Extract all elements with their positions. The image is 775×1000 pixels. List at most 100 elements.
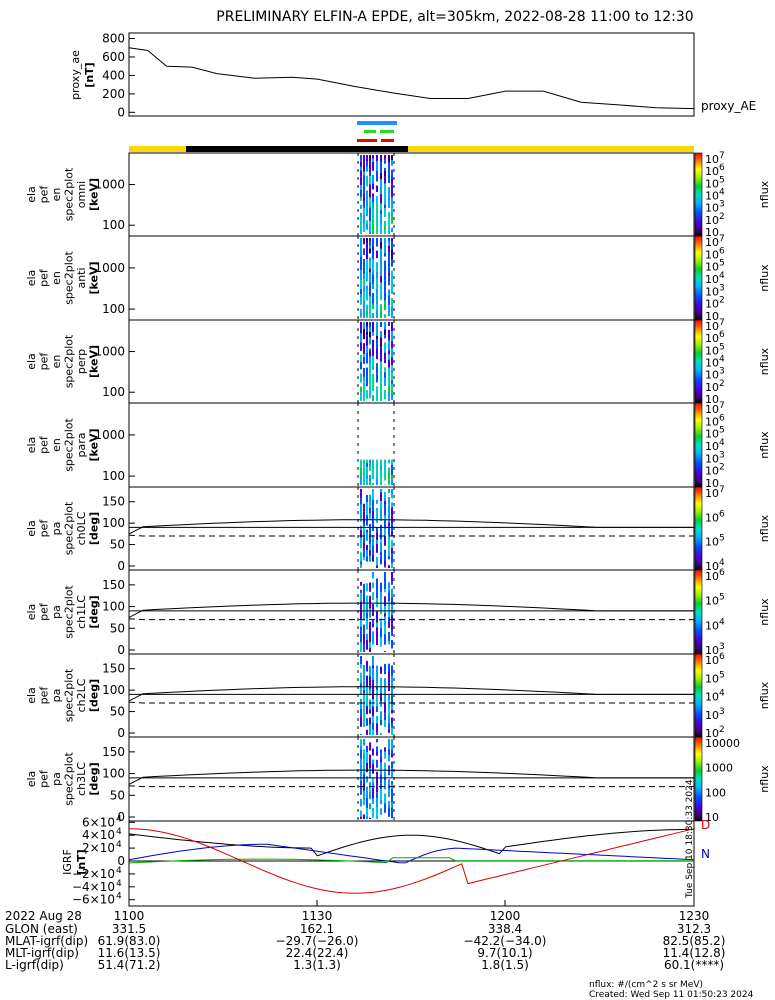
- bar-green-2: [380, 130, 394, 133]
- x-tick-label: 1100: [114, 909, 145, 923]
- spectrogram-cell: [384, 314, 386, 318]
- spectrogram-cell: [380, 290, 382, 301]
- axis-row-value: 1.3(1.3): [293, 958, 341, 972]
- spectrogram-cell: [369, 296, 371, 302]
- spectrogram-cell: [363, 285, 365, 293]
- colorbar-tick-label: 10: [705, 487, 719, 500]
- spectrogram-cell: [391, 675, 393, 687]
- spectrogram-cell: [360, 592, 362, 602]
- spectrogram-cell: [384, 720, 386, 727]
- spectrogram-cell: [369, 309, 371, 317]
- spectrogram-cell: [391, 615, 393, 621]
- spectrogram-cell: [391, 337, 393, 342]
- spectrogram-cell: [360, 354, 362, 362]
- anti-loss-cone-line: [128, 785, 694, 788]
- spectrogram-cell: [363, 302, 365, 311]
- proxy-ae-tick-label: 400: [102, 68, 125, 82]
- panel-tick-label: 1000: [94, 261, 125, 275]
- spectrogram-cell: [384, 260, 386, 272]
- spectrogram-cell: [384, 497, 386, 502]
- spectrogram-cell: [369, 768, 371, 779]
- colorbar-tick-exponent: 7: [719, 485, 725, 495]
- spectrogram-cell: [376, 262, 378, 272]
- spectrogram-cell: [384, 747, 386, 752]
- panel-frame: [128, 152, 695, 237]
- axis-row-value: 331.5: [112, 922, 146, 936]
- spectrogram-cell: [384, 183, 386, 194]
- spectrogram-cell: [391, 297, 393, 307]
- spectrogram-cell: [376, 751, 378, 756]
- spectrogram-cell: [380, 381, 382, 392]
- panel-yticks: 150 100 50 0: [102, 662, 135, 740]
- spectrogram-cell: [372, 668, 374, 680]
- spectrogram-cell: [376, 785, 378, 793]
- colorbar-tick-label: 10: [705, 248, 719, 261]
- spectrogram-cell: [376, 715, 378, 724]
- panel-ylabel-line: pef: [38, 519, 51, 538]
- spectrogram-cell: [363, 214, 365, 225]
- spectrogram-cell: [388, 695, 390, 700]
- spectrogram-cell: [384, 389, 386, 400]
- spectrogram-cell: [360, 378, 362, 383]
- proxy-ae-legend: proxy_AE: [701, 99, 756, 113]
- spectrogram-cell: [380, 666, 382, 674]
- igrf-tick-label: −6×10: [72, 893, 115, 907]
- spectrogram-cell: [363, 322, 365, 329]
- panel-ylabel-line: [deg]: [88, 762, 101, 795]
- spectrogram-cell: [376, 196, 378, 204]
- panel-tick-label: 100: [102, 683, 125, 697]
- spectrogram-cell: [391, 540, 393, 548]
- axis-row-value: 22.4(22.4): [286, 946, 349, 960]
- spectrogram-cell: [388, 221, 390, 231]
- spectrogram-cell: [384, 702, 386, 713]
- spectrogram-cell: [369, 155, 371, 162]
- spectrogram-cell: [372, 545, 374, 555]
- spectrogram-cell: [360, 626, 362, 632]
- spectrogram-cell: [369, 305, 371, 310]
- spectrogram-cell: [384, 712, 386, 721]
- spectrogram-cell: [363, 640, 365, 645]
- spectrogram-cell: [363, 185, 365, 194]
- panel-ylabel-line: [keV]: [88, 345, 101, 378]
- igrf-legend-d: D: [701, 818, 710, 832]
- colorbar-tick-exponent: 3: [719, 642, 725, 652]
- shadow-bar: [186, 146, 408, 152]
- spectrogram-cell: [372, 469, 374, 479]
- spectrogram-cell: [372, 209, 374, 220]
- spectrogram-cell: [369, 356, 371, 365]
- spectrogram-cell: [376, 304, 378, 310]
- spectrogram-cell: [360, 504, 362, 513]
- spectrogram-cell: [391, 372, 393, 381]
- spectrogram-cell: [360, 238, 362, 249]
- spectrogram-cell: [369, 709, 371, 714]
- spectrogram-cell: [366, 745, 368, 753]
- spectrogram-cell: [366, 544, 368, 551]
- spectrogram-cell: [372, 322, 374, 333]
- spectrogram-cell: [380, 218, 382, 225]
- axis-row-value: 11.4(12.8): [663, 946, 726, 960]
- spectrogram-cell: [380, 685, 382, 694]
- spectrogram-cell: [376, 771, 378, 776]
- spectrogram-cell: [376, 335, 378, 340]
- spectrogram-cell: [391, 588, 393, 598]
- colorbar-tick-exponent: 5: [719, 259, 725, 269]
- spectrogram-cell: [388, 367, 390, 377]
- panel-ylabel-line: spec2plot: [63, 418, 76, 472]
- spectrogram-cell: [384, 767, 386, 772]
- spectrogram-cell: [388, 525, 390, 536]
- spectrogram-cell: [391, 489, 393, 495]
- spectrogram-cell: [376, 233, 378, 234]
- spectrogram-cell: [360, 656, 362, 664]
- spectrogram-cell: [391, 270, 393, 280]
- spectrogram-cell: [376, 813, 378, 819]
- spectrogram-cell: [380, 808, 382, 815]
- spectrogram-cell: [384, 226, 386, 231]
- panel-tick-label: 50: [110, 538, 125, 552]
- spectrogram-cell: [363, 267, 365, 275]
- panel-ylabel-line: omni: [75, 181, 88, 208]
- spectrogram-cell: [384, 220, 386, 227]
- spectrogram-cell: [369, 245, 371, 249]
- spectrogram-cell: [369, 171, 371, 177]
- spectrogram-cell: [388, 467, 390, 472]
